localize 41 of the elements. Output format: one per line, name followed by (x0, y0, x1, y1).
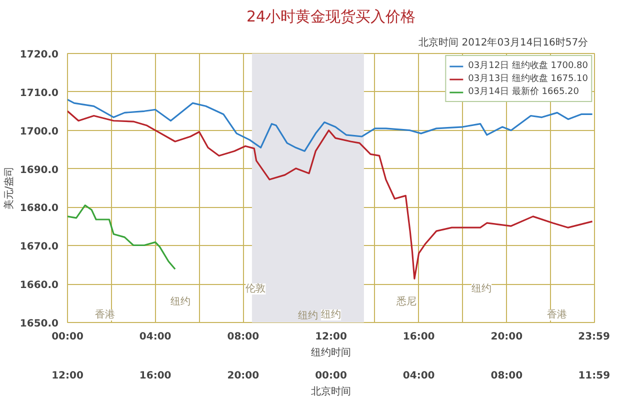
y-tick-label: 1710.0 (20, 88, 59, 99)
x-axis-title: 纽约时间 (311, 346, 351, 358)
y-tick-label: 1660.0 (20, 280, 59, 292)
y-axis-title: 美元/盎司 (2, 166, 15, 210)
line-series (68, 110, 594, 280)
annotation: 纽约 (170, 296, 190, 308)
x2-tick-label: 04:00 (402, 370, 435, 382)
y-tick-label: 1670.0 (20, 242, 59, 253)
legend-label: 03月13日 纽约收盘 1675.10 (468, 72, 588, 85)
x-tick-label: 16:00 (402, 332, 435, 342)
annotation: 香港 (546, 308, 567, 320)
annotation: 伦敦 (246, 282, 266, 294)
y-tick-label: 1680.0 (20, 203, 59, 214)
x2-tick-label: 20:00 (227, 370, 260, 382)
legend-label: 03月14日 最新价 1665.20 (468, 86, 579, 98)
band-label: 纽约 (298, 310, 318, 322)
x-tick-label: 20:00 (490, 332, 523, 342)
y-tick-label: 1690.0 (20, 164, 59, 176)
chart-subtitle: 北京时间 2012年03月14日16时57分 (418, 36, 588, 48)
x2-tick-label: 11:59 (578, 370, 610, 382)
x-tick-label: 12:00 (315, 332, 347, 342)
x2-tick-label: 00:00 (315, 370, 347, 382)
x-tick-label: 08:00 (227, 332, 260, 342)
legend-label: 03月12日 纽约收盘 1700.80 (468, 60, 588, 72)
x2-axis-title: 北京时间 (311, 386, 351, 398)
annotation: 纽约 (321, 308, 341, 320)
annotation: 悉尼 (395, 296, 416, 308)
annotation: 香港 (95, 308, 116, 320)
annotation: 纽约 (472, 282, 492, 294)
chart-title: 24小时黄金现货买入价格 (246, 8, 416, 26)
x2-tick-label: 08:00 (490, 370, 523, 382)
y-tick-label: 1700.0 (20, 126, 59, 138)
y-tick-label: 1720.0 (20, 50, 59, 60)
x2-tick-label: 12:00 (52, 370, 84, 382)
line-series (68, 204, 176, 270)
x-tick-label: 00:00 (52, 332, 84, 342)
x2-tick-label: 16:00 (139, 370, 172, 382)
x-tick-label: 04:00 (139, 332, 172, 342)
x-tick-label: 23:59 (578, 332, 610, 342)
line-series (68, 98, 594, 152)
y-tick-label: 1650.0 (20, 318, 59, 330)
